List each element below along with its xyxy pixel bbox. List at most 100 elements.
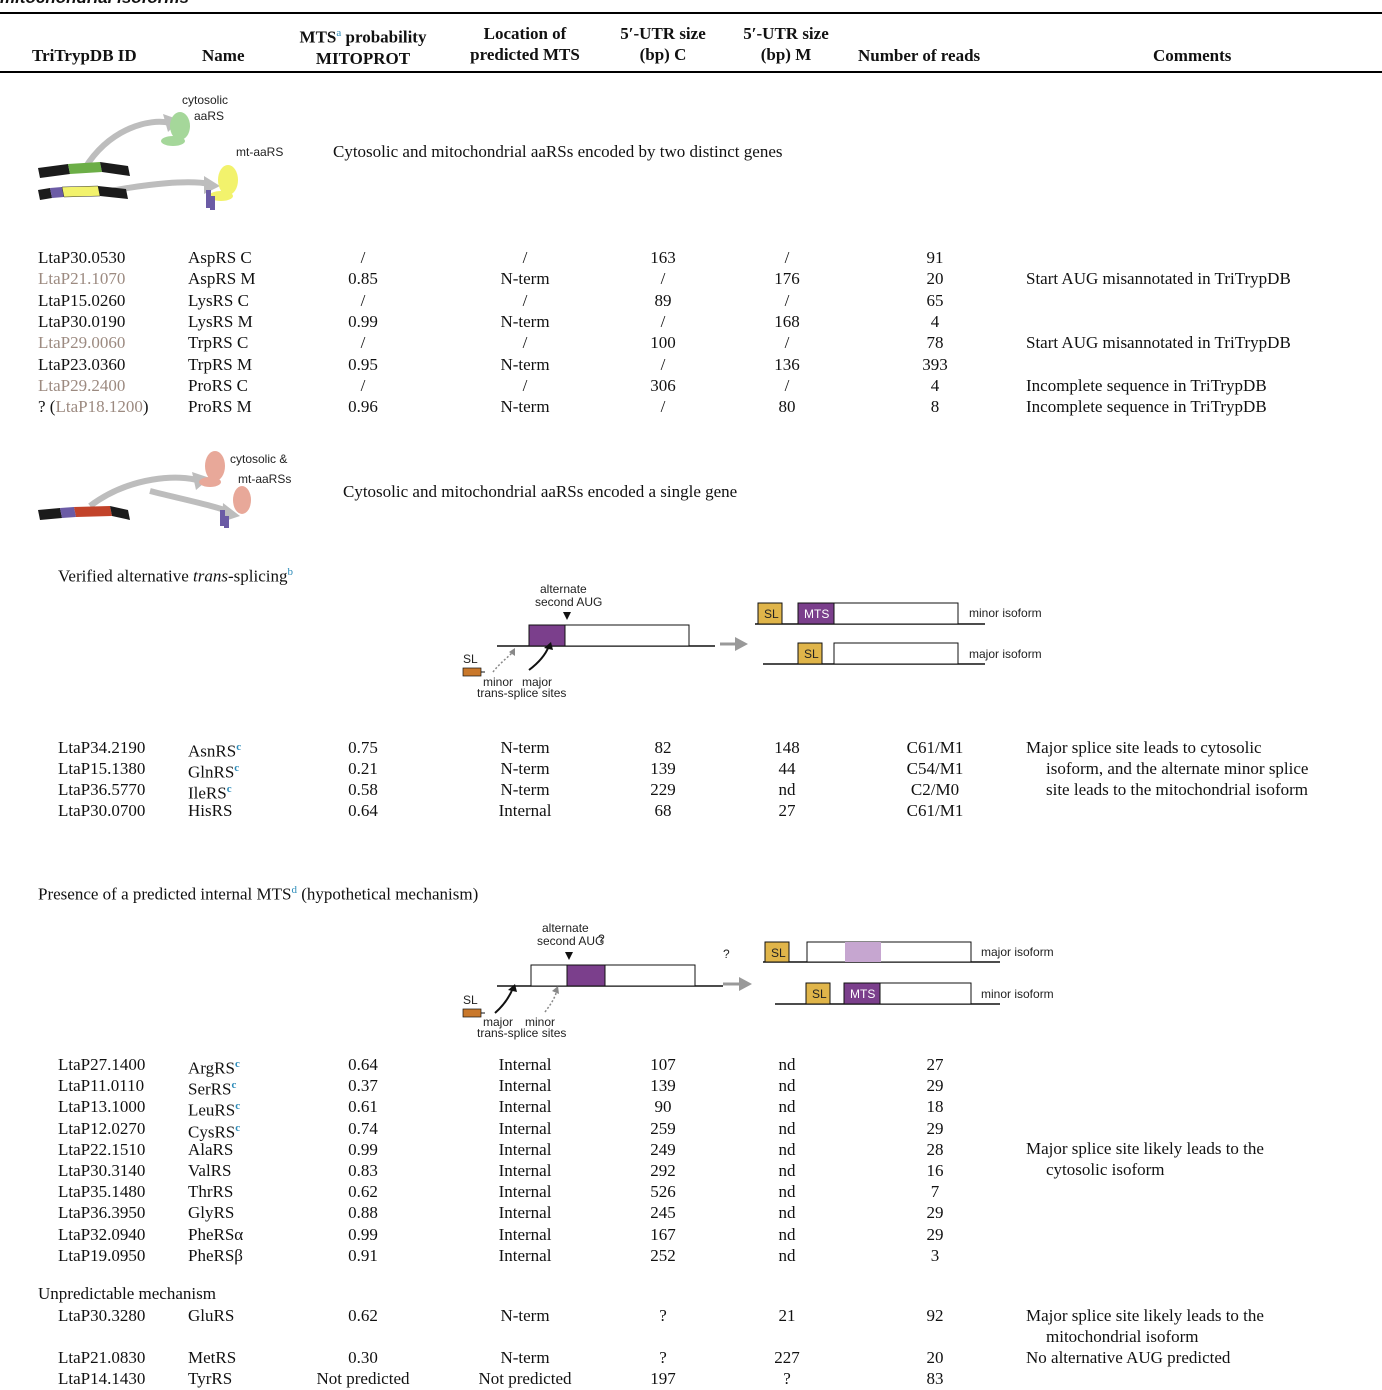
cell-name: PheRSα bbox=[188, 1224, 243, 1245]
cell-utr-m: nd bbox=[778, 1182, 796, 1202]
cell-mts-location: Internal bbox=[498, 1182, 552, 1202]
cell-utr-c: 163 bbox=[650, 248, 676, 267]
isoform-bottom-label-b: minor isoform bbox=[981, 987, 1054, 1001]
id-value: LtaP13.1000 bbox=[58, 1097, 146, 1117]
name-value: IleRS bbox=[188, 783, 227, 803]
subsection-b-comment: Major splice site likely leads to the cy… bbox=[1026, 1138, 1264, 1180]
name-value: TyrRS bbox=[188, 1369, 233, 1388]
cell-tritrypdb-id: LtaP34.2190 bbox=[58, 737, 145, 758]
trans-splice-sites-label-b: trans-splice sites bbox=[477, 1026, 566, 1040]
cell-name: CysRSc bbox=[188, 1118, 240, 1143]
header-utr-m-line2: (bp) M bbox=[760, 45, 812, 64]
major-label: major bbox=[522, 675, 552, 689]
cell-utr-m: nd bbox=[778, 1118, 796, 1138]
cell-tritrypdb-id: LtaP36.5770 bbox=[58, 779, 145, 800]
table-row: LtaP32.0940 PheRSα 0.99 Internal 167 nd 29 bbox=[0, 1224, 1382, 1245]
cell-utr-c: 292 bbox=[650, 1161, 676, 1180]
single-gene-illustration: cytosolic & mt-aaRSs bbox=[38, 451, 291, 528]
cell-tritrypdb-id: LtaP30.3280 bbox=[58, 1305, 145, 1326]
cell-mts-probability: 0.37 bbox=[348, 1076, 378, 1096]
section1-title: Cytosolic and mitochondrial aaRSs encode… bbox=[333, 142, 783, 161]
cell-utr-c: / bbox=[660, 311, 666, 331]
cell-tritrypdb-id: LtaP23.0360 bbox=[38, 354, 125, 375]
cell-mts-location: Internal bbox=[498, 1097, 552, 1117]
id-value: LtaP15.0260 bbox=[38, 290, 126, 310]
cell-mts-probability: 0.91 bbox=[348, 1245, 378, 1265]
name-value: LeuRS bbox=[188, 1101, 236, 1121]
cell-name: HisRS bbox=[188, 800, 232, 821]
id-value: LtaP34.2190 bbox=[58, 738, 146, 757]
question-mark-2: ? bbox=[723, 947, 730, 961]
cell-name: SerRSc bbox=[188, 1075, 236, 1100]
cell-name: PheRSβ bbox=[188, 1245, 243, 1266]
subsection-a-title: Verified alternative trans-splicingb bbox=[58, 566, 293, 587]
id-suffix: ) bbox=[142, 397, 149, 417]
cell-utr-m: nd bbox=[778, 1161, 796, 1180]
cell-comment: Incomplete sequence in TriTrypDB bbox=[1026, 375, 1267, 395]
name-value: AspRS C bbox=[188, 248, 252, 267]
header-location-line2: predicted MTS bbox=[470, 45, 580, 64]
cell-utr-m: 176 bbox=[774, 269, 800, 289]
cell-name: TrpRS C bbox=[188, 332, 248, 353]
subsection-a-comment: Major splice site leads to cytosolic iso… bbox=[1026, 737, 1308, 800]
name-value: GlnRS bbox=[188, 762, 235, 782]
cell-utr-c: 526 bbox=[650, 1182, 676, 1202]
cell-tritrypdb-id: LtaP27.1400 bbox=[58, 1054, 145, 1075]
cell-tritrypdb-id: LtaP15.1380 bbox=[58, 758, 145, 779]
cell-utr-c: ? bbox=[659, 1348, 667, 1367]
cell-mts-location: Internal bbox=[498, 1076, 552, 1096]
table-row: LtaP30.3280 GluRS 0.62 N-term? 21 92 Major spl… bbox=[0, 1305, 1382, 1346]
cell-name: AspRS C bbox=[188, 247, 252, 268]
section2-title: Cytosolic and mitochondrial aaRSs encode… bbox=[343, 482, 738, 501]
cell-utr-m: nd bbox=[778, 1224, 796, 1244]
footnote-b: b bbox=[287, 566, 293, 578]
cell-utr-m: nd bbox=[778, 1055, 796, 1074]
cell-reads: 29 bbox=[926, 1203, 944, 1223]
name-value: LysRS M bbox=[188, 311, 253, 331]
distinct-genes-illustration: cytosolic aaRS mt-aaRS bbox=[38, 93, 283, 210]
table-row: ? (LtaP18.1200) ProRS M 0.96 N-term / 80 8 Inco… bbox=[0, 396, 1382, 417]
internal-mts-diagram: alternate second AUG ? SL major minor tr… bbox=[462, 921, 1054, 1040]
id-value: LtaP11.0110 bbox=[58, 1076, 145, 1096]
cell-mts-probability: / bbox=[360, 333, 366, 353]
cell-reads: 393 bbox=[922, 354, 948, 374]
cell-mts-probability: 0.75 bbox=[348, 738, 378, 757]
subsection-c-title: Unpredictable mechanism bbox=[38, 1284, 216, 1303]
cell-tritrypdb-id: LtaP11.0110 bbox=[58, 1075, 144, 1096]
cell-mts-location: Internal bbox=[498, 1118, 552, 1138]
header-mts-line1: MTS bbox=[299, 27, 337, 47]
name-value: AspRS M bbox=[188, 269, 256, 289]
table-row: LtaP30.0530 AspRS C / / 163 / 91 bbox=[0, 247, 1382, 268]
footnote-c: c bbox=[235, 1121, 241, 1134]
subsection-a-comment-line3: site leads to the mitochondrial isoform bbox=[1046, 780, 1309, 799]
table-row: LtaP30.0700 HisRS 0.64 Internal 68 27 C61/M1 bbox=[0, 800, 1382, 821]
subsection-a-title-italic: trans bbox=[193, 566, 228, 586]
cell-reads: 4 bbox=[930, 311, 940, 331]
cell-utr-c: ? bbox=[659, 1306, 667, 1325]
cell-utr-m: 80 bbox=[778, 397, 796, 417]
label-cytosolic: cytosolic bbox=[182, 93, 228, 107]
cell-utr-c: 100 bbox=[650, 333, 676, 353]
cell-reads: 18 bbox=[926, 1097, 944, 1117]
header-id: TriTrypDB ID bbox=[32, 46, 137, 65]
name-value: TrpRS M bbox=[188, 354, 253, 374]
header-location-line1: Location of bbox=[483, 24, 567, 43]
name-value: ArgRS bbox=[188, 1058, 235, 1078]
table-row: LtaP12.0270 CysRSc 0.74 Internal 259 nd 29 bbox=[0, 1118, 1382, 1142]
subsection-b-title: Presence of a predicted internal MTSd (h… bbox=[38, 884, 478, 905]
cell-reads: 20 bbox=[926, 269, 944, 289]
table-row: LtaP21.1070 AspRS M 0.85 N-term / 176 20 Start … bbox=[0, 268, 1382, 289]
cell-utr-m: 44 bbox=[778, 759, 796, 778]
cell-utr-m: 168 bbox=[774, 311, 800, 331]
alt-label-b1: alternate bbox=[542, 921, 589, 935]
cell-mts-location: Internal bbox=[498, 1139, 552, 1159]
cell-utr-m: 136 bbox=[774, 354, 800, 374]
id-value: LtaP22.1510 bbox=[58, 1139, 146, 1159]
cell-utr-c: 89 bbox=[654, 290, 672, 310]
trans-splice-sites-label: trans-splice sites bbox=[477, 686, 566, 700]
cell-tritrypdb-id: LtaP12.0270 bbox=[58, 1118, 145, 1139]
cell-mts-location: N-term bbox=[500, 311, 550, 331]
cell-comment-cont: mitochondrial isoform bbox=[1046, 1327, 1199, 1346]
cell-name: ValRS bbox=[188, 1160, 231, 1181]
subsection-b-title-pre: Presence of a predicted internal MTS bbox=[38, 884, 292, 904]
